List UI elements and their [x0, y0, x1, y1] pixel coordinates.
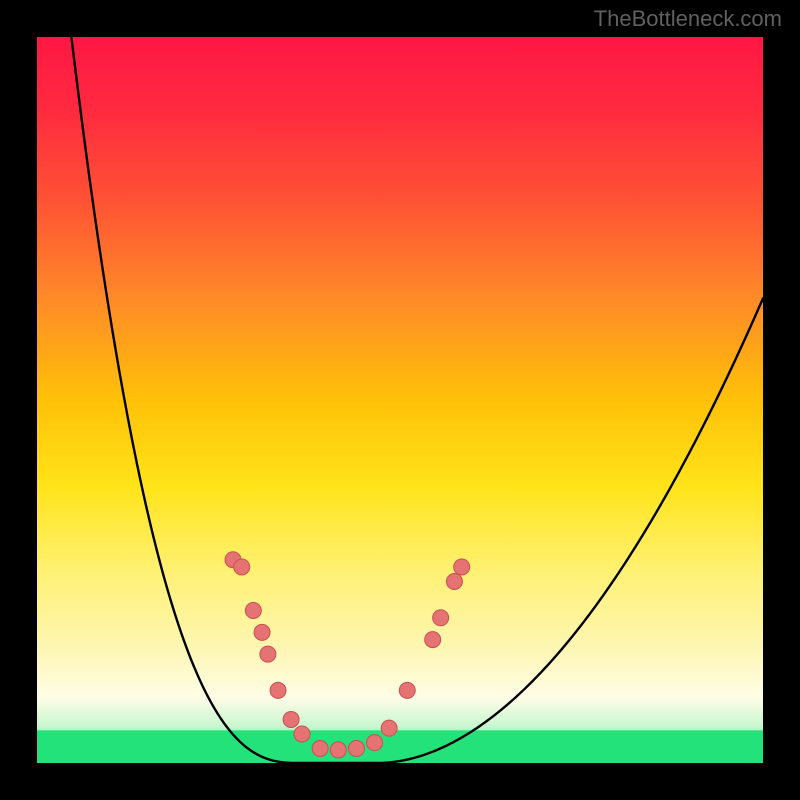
data-marker — [330, 742, 346, 758]
watermark-text: TheBottleneck.com — [594, 6, 782, 32]
data-marker — [399, 682, 415, 698]
data-marker — [254, 624, 270, 640]
data-marker — [348, 740, 364, 756]
data-marker — [245, 603, 261, 619]
data-marker — [446, 574, 462, 590]
data-marker — [260, 646, 276, 662]
data-marker — [283, 711, 299, 727]
chart-green-band — [37, 730, 763, 763]
data-marker — [381, 720, 397, 736]
data-marker — [312, 740, 328, 756]
bottleneck-chart — [0, 0, 800, 800]
data-marker — [367, 735, 383, 751]
data-marker — [433, 610, 449, 626]
data-marker — [270, 682, 286, 698]
data-marker — [454, 559, 470, 575]
chart-gradient-bg — [37, 37, 763, 763]
data-marker — [294, 726, 310, 742]
data-marker — [425, 632, 441, 648]
data-marker — [234, 559, 250, 575]
